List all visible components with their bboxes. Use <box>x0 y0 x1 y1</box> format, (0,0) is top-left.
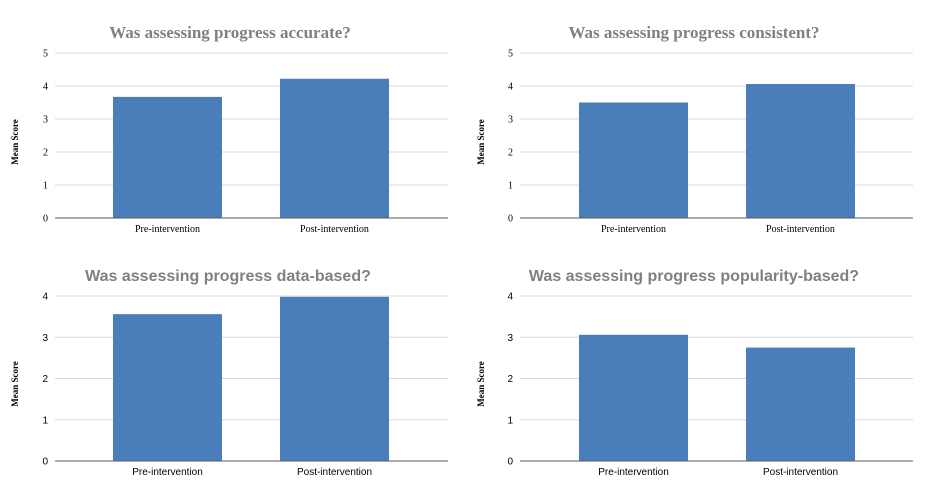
y-tick-label: 3 <box>43 115 48 126</box>
y-axis-label: Mean Score <box>10 361 20 407</box>
y-tick-label: 1 <box>43 181 48 192</box>
bar-pre-intervention <box>113 314 222 461</box>
y-tick-label: 1 <box>507 415 513 426</box>
y-axis-label: Mean Score <box>10 119 20 165</box>
y-axis-label: Mean Score <box>476 361 486 407</box>
bar-post-intervention <box>746 84 855 219</box>
chart-2: 0 1 2 3 4 5 Pre-intervention Post-intervention W… <box>476 23 913 235</box>
y-tick-label: 3 <box>507 333 513 344</box>
chart-1: 0 1 2 3 4 5 Pre-intervention Post-intervention W… <box>10 23 448 235</box>
y-tick-label: 0 <box>507 457 513 468</box>
chart-title: Was assessing progress accurate? <box>109 23 351 42</box>
y-tick-label: 2 <box>43 148 48 159</box>
x-tick-label: Post-intervention <box>297 467 372 478</box>
chart-title: Was assessing progress consistent? <box>568 23 819 42</box>
y-tick-label: 0 <box>508 214 513 225</box>
chart-3: 0 1 2 3 4 Pre-intervention Post-intervention Wa… <box>10 268 448 478</box>
y-tick-label: 5 <box>43 49 48 60</box>
x-tick-label: Pre-intervention <box>135 224 200 235</box>
x-tick-label: Post-intervention <box>763 467 838 478</box>
x-tick-label: Pre-intervention <box>601 224 666 235</box>
y-tick-label: 0 <box>42 457 48 468</box>
x-tick-label: Pre-intervention <box>132 467 203 478</box>
y-tick-label: 2 <box>507 374 513 385</box>
x-tick-label: Post-intervention <box>766 224 835 235</box>
bar-post-intervention <box>280 296 389 461</box>
bar-pre-intervention <box>579 334 688 461</box>
y-tick-label: 4 <box>507 292 513 303</box>
chart-4: 0 1 2 3 4 Pre-intervention Post-intervention Wa… <box>476 268 913 478</box>
y-tick-label: 2 <box>508 148 513 159</box>
y-tick-label: 1 <box>508 181 513 192</box>
y-tick-label: 4 <box>508 82 513 93</box>
y-tick-label: 3 <box>508 115 513 126</box>
x-tick-label: Post-intervention <box>300 224 369 235</box>
y-tick-label: 4 <box>43 82 48 93</box>
x-tick-label: Pre-intervention <box>598 467 669 478</box>
y-tick-label: 1 <box>42 415 48 426</box>
bar-pre-intervention <box>113 96 222 218</box>
y-axis-label: Mean Score <box>476 119 486 165</box>
y-tick-label: 2 <box>42 374 48 385</box>
bar-post-intervention <box>280 78 389 219</box>
y-tick-label: 4 <box>42 292 48 303</box>
y-tick-label: 0 <box>43 214 48 225</box>
chart-title: Was assessing progress popularity-based? <box>529 268 859 285</box>
y-tick-label: 3 <box>42 333 48 344</box>
y-tick-label: 5 <box>508 49 513 60</box>
bar-pre-intervention <box>579 102 688 218</box>
bar-post-intervention <box>746 347 855 461</box>
chart-title: Was assessing progress data-based? <box>85 268 371 285</box>
